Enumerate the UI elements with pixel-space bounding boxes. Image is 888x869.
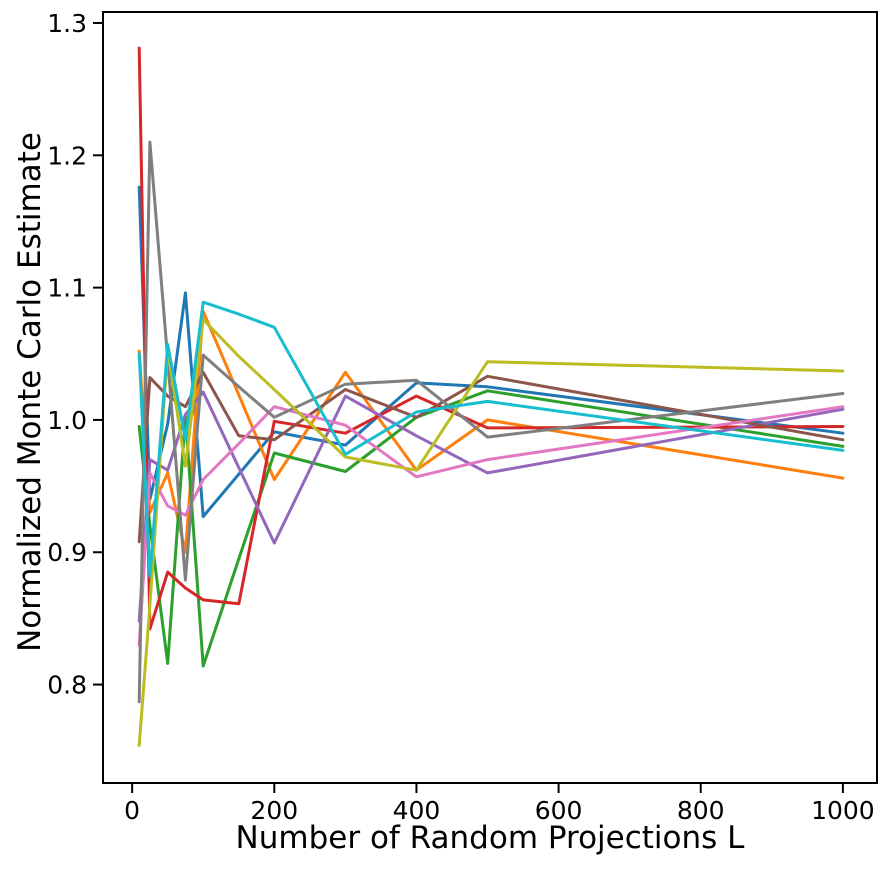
series-line-run-1-blue xyxy=(137,185,845,518)
x-tick-label: 400 xyxy=(393,796,441,825)
y-tick-label: 0.9 xyxy=(47,538,87,567)
series-line-run-3-green xyxy=(137,389,845,668)
x-tick-label: 800 xyxy=(677,796,725,825)
y-axis-label: Normalized Monte Carlo Estimate xyxy=(12,132,48,652)
axis-ticks: 0 200 400 600 800 1000 0.8 0.9 1.0 1.1 1.2 1.3 xyxy=(47,9,874,825)
series-line-run-9-olive xyxy=(137,317,845,747)
series-line-run-6-brown xyxy=(137,370,845,544)
series-line-run-4-red xyxy=(137,46,845,631)
x-tick-label: 0 xyxy=(124,796,140,825)
data-series xyxy=(137,46,845,747)
series-line-run-8-gray xyxy=(137,140,845,704)
series-line-run-10-cyan xyxy=(137,300,845,578)
x-tick-label: 600 xyxy=(535,796,583,825)
y-tick-label: 1.1 xyxy=(47,274,87,303)
y-tick-label: 0.8 xyxy=(47,671,87,700)
series-line-run-7-pink xyxy=(137,405,845,647)
x-axis-label: Number of Random Projections L xyxy=(235,820,745,856)
y-tick-label: 1.0 xyxy=(47,406,87,435)
y-tick-label: 1.2 xyxy=(47,141,87,170)
series-line-run-2-orange xyxy=(137,309,845,554)
x-tick-label: 1000 xyxy=(811,796,875,825)
y-tick-label: 1.3 xyxy=(47,9,87,38)
plot-area-spines xyxy=(102,11,878,784)
series-line-run-5-purple xyxy=(137,390,845,623)
x-tick-label: 200 xyxy=(250,796,298,825)
